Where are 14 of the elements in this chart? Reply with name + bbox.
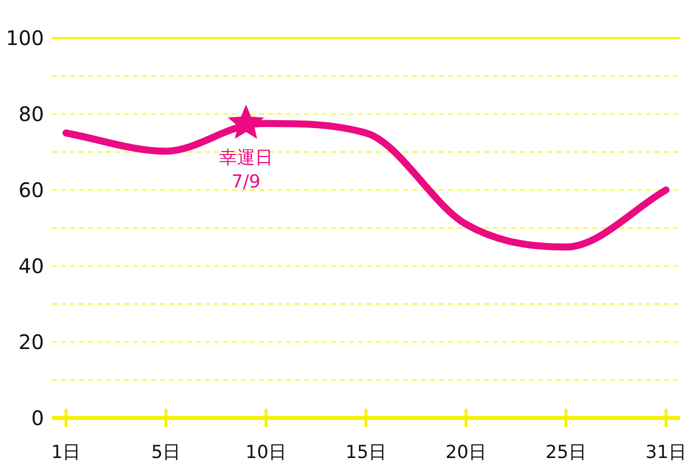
x-tick-label: 25日	[546, 442, 586, 463]
annotation: 幸運日 7/9	[219, 148, 273, 192]
x-tick-label: 1日	[51, 442, 81, 463]
y-tick-label: 40	[18, 254, 44, 278]
y-tick-label: 80	[18, 102, 44, 126]
y-tick-label: 60	[18, 178, 44, 202]
x-tick-label: 10日	[246, 442, 286, 463]
x-tick-label: 20日	[446, 442, 486, 463]
y-tick-label: 0	[31, 406, 44, 430]
y-tick-label: 100	[6, 26, 44, 50]
x-tick-label: 5日	[151, 442, 181, 463]
x-tick-label: 31日	[646, 442, 686, 463]
y-tick-label: 20	[18, 330, 44, 354]
x-tick-label: 15日	[346, 442, 386, 463]
